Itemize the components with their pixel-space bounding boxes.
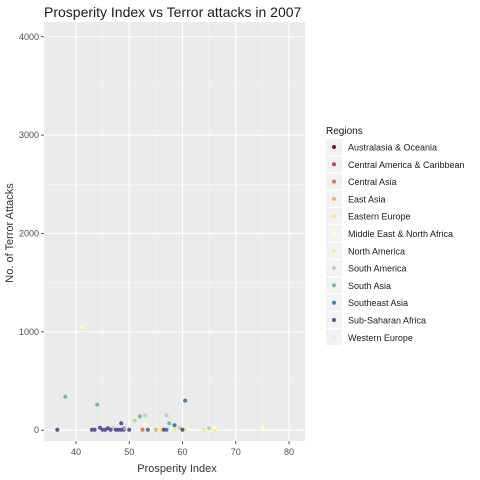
legend-key-point [332, 231, 336, 236]
legend-label: South Asia [348, 281, 391, 291]
legend-label: Middle East & North Africa [348, 229, 453, 239]
y-axis-label: No. of Terror Attacks [4, 183, 16, 283]
y-tick-label: 0 [34, 425, 39, 435]
legend-key-point [332, 145, 336, 149]
legend-key-point [332, 162, 336, 167]
data-point [137, 414, 142, 419]
legend-label: North America [348, 246, 405, 256]
legend-key-point [332, 266, 336, 271]
legend-label: East Asia [348, 194, 386, 204]
data-point [108, 427, 113, 432]
x-tick-label: 80 [284, 447, 294, 457]
data-point [207, 426, 212, 431]
x-axis-label: Prosperity Index [137, 463, 217, 475]
legend-label: Australasia & Oceania [348, 143, 437, 153]
y-tick-label: 3000 [19, 130, 39, 140]
legend-label: Western Europe [348, 333, 413, 343]
legend-key-point [332, 318, 336, 322]
data-point [55, 427, 60, 432]
data-point [119, 421, 124, 426]
legend-title: Regions [326, 126, 363, 137]
legend-label: Central Asia [348, 177, 397, 187]
data-point [201, 427, 206, 432]
legend-key-point [332, 248, 336, 253]
legend-label: Sub-Saharan Africa [348, 316, 426, 326]
legend-key-point [332, 300, 336, 305]
data-point [164, 413, 169, 418]
x-tick-label: 70 [231, 447, 241, 457]
x-tick-label: 60 [177, 447, 187, 457]
x-tick-label: 40 [71, 447, 81, 457]
data-point [153, 427, 158, 432]
legend: Regions Australasia & Oceania Central Ame… [326, 126, 465, 346]
chart-title: Prosperity Index vs Terror attacks in 20… [44, 4, 302, 20]
y-tick-label: 1000 [19, 327, 39, 337]
data-point [145, 427, 150, 432]
plot-panel [44, 22, 305, 441]
legend-label: South America [348, 264, 407, 274]
plot-area [44, 22, 305, 441]
y-tick-label: 4000 [19, 32, 39, 42]
data-point [143, 422, 148, 427]
legend-key-point [332, 335, 336, 340]
legend-key-point [332, 179, 336, 184]
legend-key-point [332, 214, 336, 219]
x-tick-label: 50 [124, 447, 134, 457]
data-point [143, 413, 148, 418]
data-point [92, 427, 97, 432]
legend-items: Australasia & Oceania Central America & C… [326, 139, 465, 346]
legend-key-point [332, 283, 336, 288]
legend-key-point [332, 196, 336, 201]
data-point [180, 427, 185, 432]
data-point [183, 398, 188, 403]
data-point [79, 324, 84, 329]
axis-ticks: 40 50 60 70 80 0 1000 2000 3000 4000 [19, 32, 294, 457]
data-point [167, 421, 172, 426]
data-point [169, 426, 174, 431]
legend-label: Central America & Caribbean [348, 160, 465, 170]
data-point [140, 427, 145, 432]
data-point [63, 394, 68, 399]
data-point [95, 402, 100, 407]
data-point [212, 425, 217, 430]
data-point [260, 425, 265, 430]
y-tick-label: 2000 [19, 228, 39, 238]
data-point [132, 418, 137, 423]
data-point [161, 427, 166, 432]
data-point [119, 427, 124, 432]
data-point [172, 423, 177, 428]
data-point [127, 427, 132, 432]
legend-label: Southeast Asia [348, 298, 408, 308]
legend-label: Eastern Europe [348, 212, 411, 222]
